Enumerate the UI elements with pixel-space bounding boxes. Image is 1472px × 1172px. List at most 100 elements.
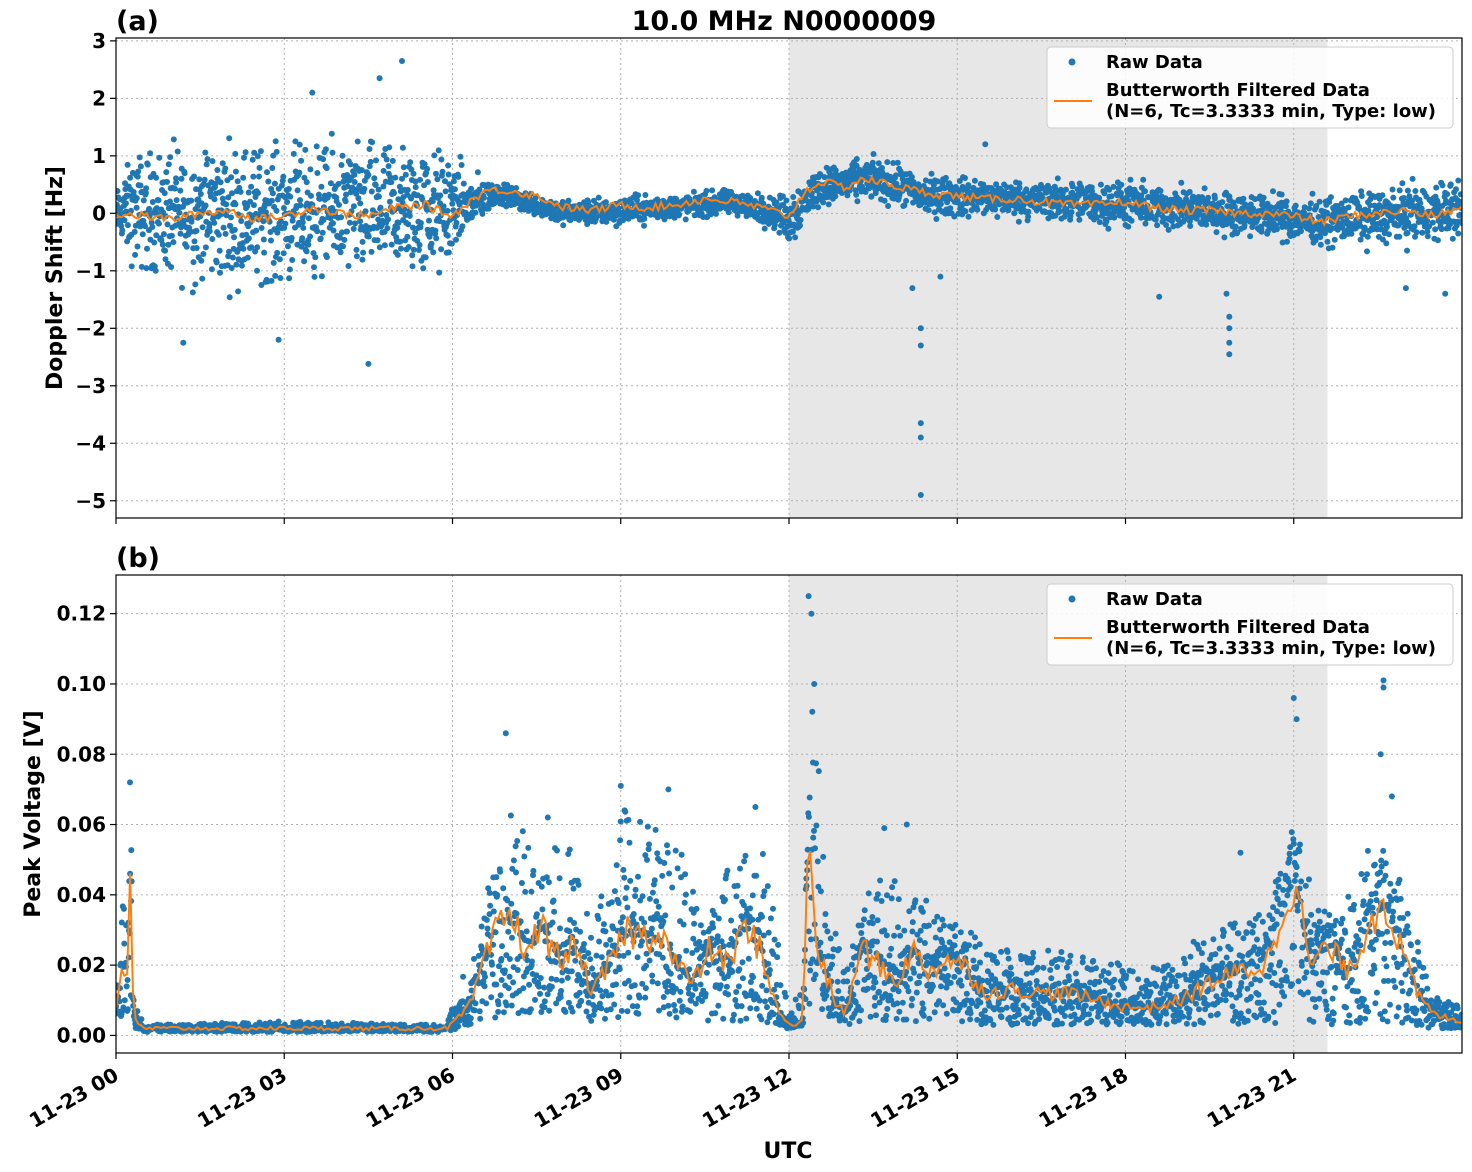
raw-data-point: [448, 240, 455, 247]
raw-data-point: [296, 141, 303, 148]
raw-data-point: [357, 200, 364, 207]
raw-data-point: [1348, 230, 1355, 237]
raw-data-point: [1059, 190, 1066, 197]
raw-data-point: [227, 223, 234, 229]
raw-data-point: [167, 198, 173, 205]
raw-data-point: [305, 241, 312, 248]
raw-data-point: [235, 288, 242, 295]
raw-data-point: [399, 144, 406, 151]
raw-data-outlier: [1402, 285, 1409, 292]
legend-filtered-params-a: (N=6, Tc=3.3333 min, Type: low): [1106, 101, 1436, 122]
raw-data-outlier: [399, 58, 405, 64]
raw-data-point: [391, 190, 397, 196]
raw-data-point: [352, 220, 359, 227]
raw-data-point: [285, 243, 291, 250]
raw-data-point: [1241, 222, 1248, 229]
raw-data-point: [1403, 215, 1410, 222]
raw-data-point: [317, 195, 323, 202]
raw-data-point: [1127, 176, 1134, 183]
raw-data-point: [1383, 240, 1390, 247]
raw-data-point: [238, 262, 245, 269]
raw-data-point: [146, 205, 153, 212]
raw-data-point: [815, 204, 822, 211]
y-tick-label: −4: [75, 431, 106, 455]
raw-data-point: [1322, 230, 1328, 237]
raw-data-point: [832, 167, 839, 174]
raw-data-point: [139, 231, 146, 238]
raw-data-point: [372, 182, 379, 188]
raw-data-point: [133, 195, 140, 202]
raw-data-point: [776, 229, 783, 236]
raw-data-point: [630, 911, 637, 917]
raw-data-point: [1096, 219, 1103, 226]
raw-data-point: [336, 201, 342, 208]
raw-data-point: [435, 147, 442, 154]
raw-data-point: [589, 965, 595, 972]
raw-data-point: [215, 231, 222, 238]
raw-data-point: [621, 874, 628, 881]
raw-data-point: [311, 273, 318, 280]
raw-data-point: [747, 194, 754, 201]
raw-data-point: [495, 1008, 502, 1015]
raw-data-point: [165, 161, 172, 168]
raw-data-point: [634, 197, 640, 204]
raw-data-point: [136, 154, 143, 161]
raw-data-point: [600, 921, 607, 928]
raw-data-point: [1140, 176, 1147, 183]
raw-data-point: [327, 215, 334, 222]
raw-data-outlier: [1223, 290, 1230, 297]
raw-data-point: [322, 146, 329, 153]
raw-data-point: [702, 990, 709, 997]
raw-data-point: [338, 162, 345, 168]
raw-data-point: [853, 191, 860, 198]
raw-data-point: [1093, 214, 1100, 221]
raw-data-point: [252, 210, 259, 217]
raw-data-point: [624, 1008, 631, 1015]
raw-data-point: [1426, 223, 1433, 230]
raw-data-point: [1307, 200, 1314, 207]
raw-data-point: [642, 985, 649, 992]
raw-data-point: [894, 159, 901, 166]
raw-data-point: [174, 148, 181, 155]
raw-data-point: [683, 947, 690, 954]
raw-data-point: [1329, 244, 1336, 251]
raw-data-point: [270, 259, 277, 266]
raw-data-point: [256, 164, 263, 171]
raw-data-point: [449, 200, 456, 207]
raw-data-point: [124, 977, 131, 983]
raw-data-point: [884, 159, 891, 166]
raw-data-point: [622, 808, 629, 815]
raw-data-point: [820, 199, 827, 206]
raw-data-point: [1056, 194, 1062, 201]
raw-data-point: [497, 992, 504, 999]
raw-data-outlier: [917, 492, 924, 498]
raw-data-point: [654, 850, 661, 857]
raw-data-point: [254, 244, 261, 251]
raw-data-point: [541, 984, 548, 991]
raw-data-point: [162, 247, 169, 254]
raw-data-point: [669, 884, 676, 891]
raw-data-point: [1439, 182, 1446, 189]
raw-data-point: [1163, 222, 1170, 228]
raw-data-point: [1358, 188, 1365, 195]
raw-data-point: [138, 1016, 145, 1023]
raw-data-point: [1105, 225, 1112, 232]
raw-data-point: [611, 1001, 618, 1008]
raw-data-point: [365, 171, 372, 178]
raw-data-point: [211, 196, 218, 203]
raw-data-point: [1138, 214, 1144, 221]
raw-data-point: [1201, 185, 1208, 192]
raw-data-point: [1234, 229, 1241, 236]
raw-data-point: [1153, 193, 1160, 200]
raw-data-point: [350, 203, 357, 210]
raw-data-point: [165, 241, 172, 248]
raw-data-point: [1169, 218, 1175, 224]
raw-data-point: [193, 245, 200, 251]
raw-data-point: [885, 203, 892, 209]
raw-data-point: [881, 197, 888, 204]
raw-data-outlier: [180, 339, 187, 346]
raw-data-point: [667, 970, 674, 977]
raw-data-point: [498, 956, 505, 962]
raw-data-point: [170, 239, 177, 246]
raw-data-point: [412, 229, 419, 236]
